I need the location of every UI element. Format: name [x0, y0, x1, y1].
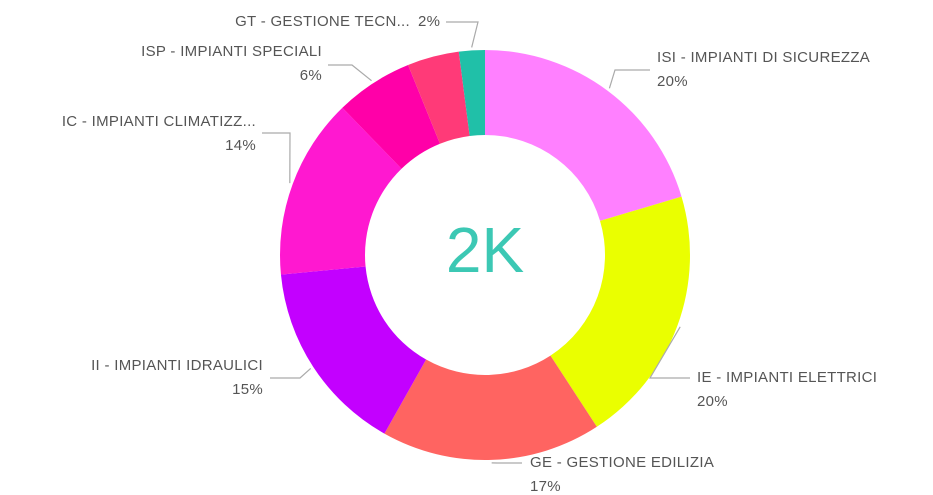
value-label: 20%	[657, 73, 688, 90]
donut-segment	[485, 50, 682, 221]
category-label: IC - IMPIANTI CLIMATIZZ...	[62, 113, 256, 130]
value-label: 14%	[225, 137, 256, 154]
leader-line	[262, 132, 291, 184]
category-label: ISP - IMPIANTI SPECIALI	[141, 43, 322, 60]
donut-segment	[280, 266, 427, 434]
value-label: 6%	[300, 67, 322, 84]
donut-segment	[342, 64, 440, 169]
leader-line	[270, 368, 312, 379]
center-label: 2K	[446, 214, 524, 286]
category-label: IE - IMPIANTI ELETTRICI	[697, 369, 877, 386]
leader-line	[648, 326, 690, 379]
donut-segment	[280, 107, 402, 275]
leader-line	[446, 21, 479, 48]
category-label: GT - GESTIONE TECN...	[235, 13, 410, 30]
value-label: 2%	[418, 13, 440, 30]
value-label: 20%	[697, 393, 728, 410]
category-label: II - IMPIANTI IDRAULICI	[91, 357, 263, 374]
value-label: 15%	[232, 381, 263, 398]
value-label: 17%	[530, 478, 561, 495]
category-label: ISI - IMPIANTI DI SICUREZZA	[657, 49, 870, 66]
donut-segment	[384, 355, 597, 460]
leader-line	[328, 64, 372, 82]
donut-segment	[408, 51, 470, 144]
donut-segment	[458, 50, 485, 136]
category-label: GE - GESTIONE EDILIZIA	[530, 454, 714, 471]
leader-line	[608, 69, 650, 89]
